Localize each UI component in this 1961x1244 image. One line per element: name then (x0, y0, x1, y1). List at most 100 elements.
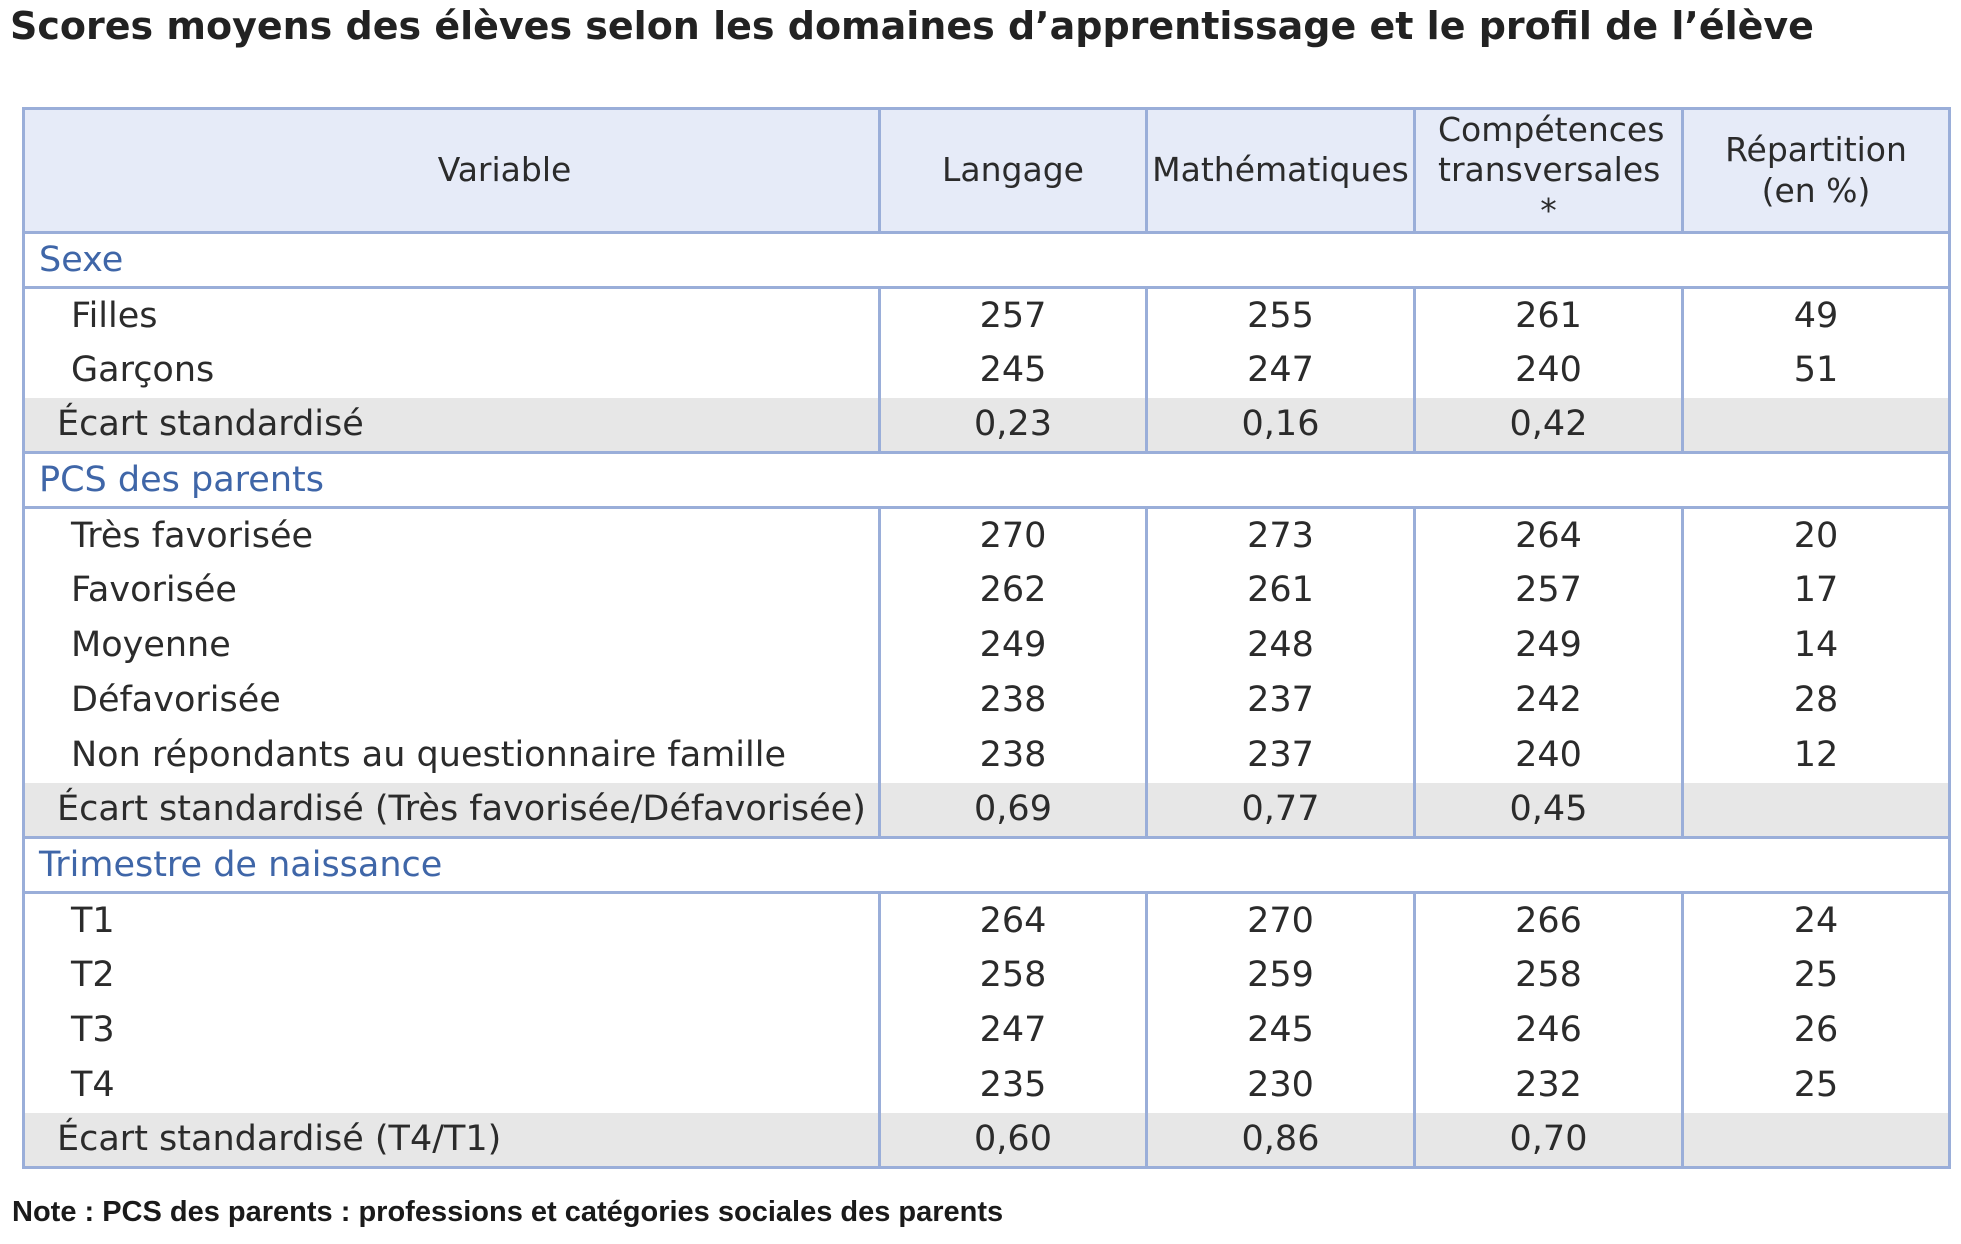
table-row: T2 258 259 258 25 (24, 947, 1950, 1003)
cell-repartition: 17 (1681, 562, 1950, 618)
section-row: Trimestre de naissance (23, 836, 1950, 894)
cell-langage: 238 (878, 672, 1147, 728)
row-label: Non répondants au questionnaire famille (71, 735, 786, 775)
cell-langage: 249 (878, 617, 1147, 673)
row-label: Favorisée (71, 570, 237, 610)
cell-langage: 257 (878, 287, 1147, 343)
section-title: Sexe (23, 231, 1950, 289)
cell-mathematiques: 237 (1145, 727, 1415, 783)
cell-repartition: 25 (1681, 947, 1950, 1003)
ecart-cell-mathematiques: 0,16 (1145, 397, 1415, 453)
cell-repartition: 20 (1681, 507, 1950, 563)
ecart-cell-repartition (1681, 782, 1950, 838)
cell-competences: 257 (1413, 562, 1683, 618)
cell-competences: 249 (1413, 617, 1683, 673)
ecart-cell-repartition (1681, 397, 1950, 453)
section-title: PCS des parents (23, 451, 1950, 509)
cell-competences: 258 (1413, 947, 1683, 1003)
ecart-cell-repartition (1681, 1112, 1950, 1168)
cell-langage: 258 (878, 947, 1147, 1003)
cell-repartition: 26 (1681, 1002, 1950, 1058)
ecart-row: Écart standardisé 0,23 0,16 0,42 (23, 397, 1950, 453)
cell-competences: 240 (1413, 727, 1683, 783)
ecart-label: Écart standardisé (Très favorisée/Défavo… (23, 782, 880, 838)
ecart-row: Écart standardisé (Très favorisée/Défavo… (23, 782, 1950, 838)
header-variable: Variable (23, 108, 880, 234)
cell-repartition: 49 (1681, 287, 1950, 343)
cell-competences: 266 (1413, 892, 1683, 948)
table-row: T1 264 270 266 24 (24, 892, 1950, 948)
ecart-cell-mathematiques: 0,86 (1145, 1112, 1415, 1168)
table-row: T4 235 230 232 25 (24, 1057, 1950, 1113)
row-label: Très favorisée (71, 515, 314, 556)
cell-mathematiques: 230 (1145, 1057, 1415, 1113)
ecart-cell-langage: 0,23 (878, 397, 1147, 453)
cell-langage: 235 (878, 1057, 1147, 1113)
row-label: T2 (71, 955, 115, 995)
cell-repartition: 24 (1681, 892, 1950, 948)
cell-mathematiques: 270 (1145, 892, 1415, 948)
cell-repartition: 14 (1681, 617, 1950, 673)
row-label: T1 (71, 900, 115, 941)
cell-langage: 247 (878, 1002, 1147, 1058)
section-title: Trimestre de naissance (23, 836, 1950, 894)
section-row: PCS des parents (23, 451, 1950, 509)
cell-mathematiques: 247 (1145, 342, 1415, 398)
table-row: Défavorisée 238 237 242 28 (24, 672, 1950, 728)
table-row: Garçons 245 247 240 51 (24, 342, 1950, 398)
header-mathematiques: Mathématiques (1145, 108, 1415, 234)
cell-mathematiques: 273 (1145, 507, 1415, 563)
cell-langage: 270 (878, 507, 1147, 563)
cell-langage: 262 (878, 562, 1147, 618)
row-label: Moyenne (71, 625, 231, 665)
header-competences: Compétences transversales * (1413, 108, 1683, 234)
cell-repartition: 12 (1681, 727, 1950, 783)
cell-competences: 232 (1413, 1057, 1683, 1113)
header-langage: Langage (878, 108, 1147, 234)
row-label: T4 (71, 1065, 115, 1105)
page-title: Scores moyens des élèves selon les domai… (10, 4, 1814, 48)
section-row: Sexe (23, 231, 1950, 289)
cell-langage: 245 (878, 342, 1147, 398)
ecart-cell-langage: 0,60 (878, 1112, 1147, 1168)
cell-mathematiques: 259 (1145, 947, 1415, 1003)
row-label: Défavorisée (71, 680, 281, 720)
table-row: Très favorisée 270 273 264 20 (24, 507, 1950, 563)
cell-mathematiques: 255 (1145, 287, 1415, 343)
cell-mathematiques: 261 (1145, 562, 1415, 618)
scores-table: Variable Langage Mathématiques Compétenc… (22, 107, 1951, 1169)
cell-competences: 240 (1413, 342, 1683, 398)
ecart-cell-langage: 0,69 (878, 782, 1147, 838)
header-row: Variable Langage Mathématiques Compétenc… (23, 108, 1950, 234)
ecart-cell-competences: 0,70 (1413, 1112, 1683, 1168)
cell-mathematiques: 248 (1145, 617, 1415, 673)
ecart-cell-competences: 0,45 (1413, 782, 1683, 838)
ecart-row: Écart standardisé (T4/T1) 0,60 0,86 0,70 (23, 1112, 1950, 1168)
scores-table-container: Variable Langage Mathématiques Compétenc… (22, 107, 1951, 1169)
ecart-label: Écart standardisé (23, 397, 880, 453)
cell-repartition: 51 (1681, 342, 1950, 398)
ecart-label: Écart standardisé (T4/T1) (23, 1112, 880, 1168)
cell-competences: 246 (1413, 1002, 1683, 1058)
table-body: Sexe Filles 257 255 261 49 Garçons 245 247 240 51 É… (23, 231, 1950, 1168)
row-label: T3 (71, 1010, 115, 1050)
ecart-cell-competences: 0,42 (1413, 397, 1683, 453)
table-row: Non répondants au questionnaire famille 2… (24, 727, 1950, 783)
cell-repartition: 28 (1681, 672, 1950, 728)
cell-langage: 264 (878, 892, 1147, 948)
cell-competences: 242 (1413, 672, 1683, 728)
cell-competences: 261 (1413, 287, 1683, 343)
table-row: Favorisée 262 261 257 17 (24, 562, 1950, 618)
footnote: Note : PCS des parents : professions et … (12, 1196, 1004, 1228)
cell-repartition: 25 (1681, 1057, 1950, 1113)
table-row: Filles 257 255 261 49 (24, 287, 1950, 343)
row-label: Garçons (71, 350, 215, 390)
header-repartition: Répartition (en %) (1681, 108, 1950, 234)
table-row: T3 247 245 246 26 (24, 1002, 1950, 1058)
cell-competences: 264 (1413, 507, 1683, 563)
cell-langage: 238 (878, 727, 1147, 783)
cell-mathematiques: 237 (1145, 672, 1415, 728)
ecart-cell-mathematiques: 0,77 (1145, 782, 1415, 838)
row-label: Filles (71, 295, 158, 336)
cell-mathematiques: 245 (1145, 1002, 1415, 1058)
